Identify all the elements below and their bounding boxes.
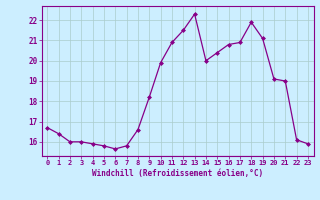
X-axis label: Windchill (Refroidissement éolien,°C): Windchill (Refroidissement éolien,°C) xyxy=(92,169,263,178)
